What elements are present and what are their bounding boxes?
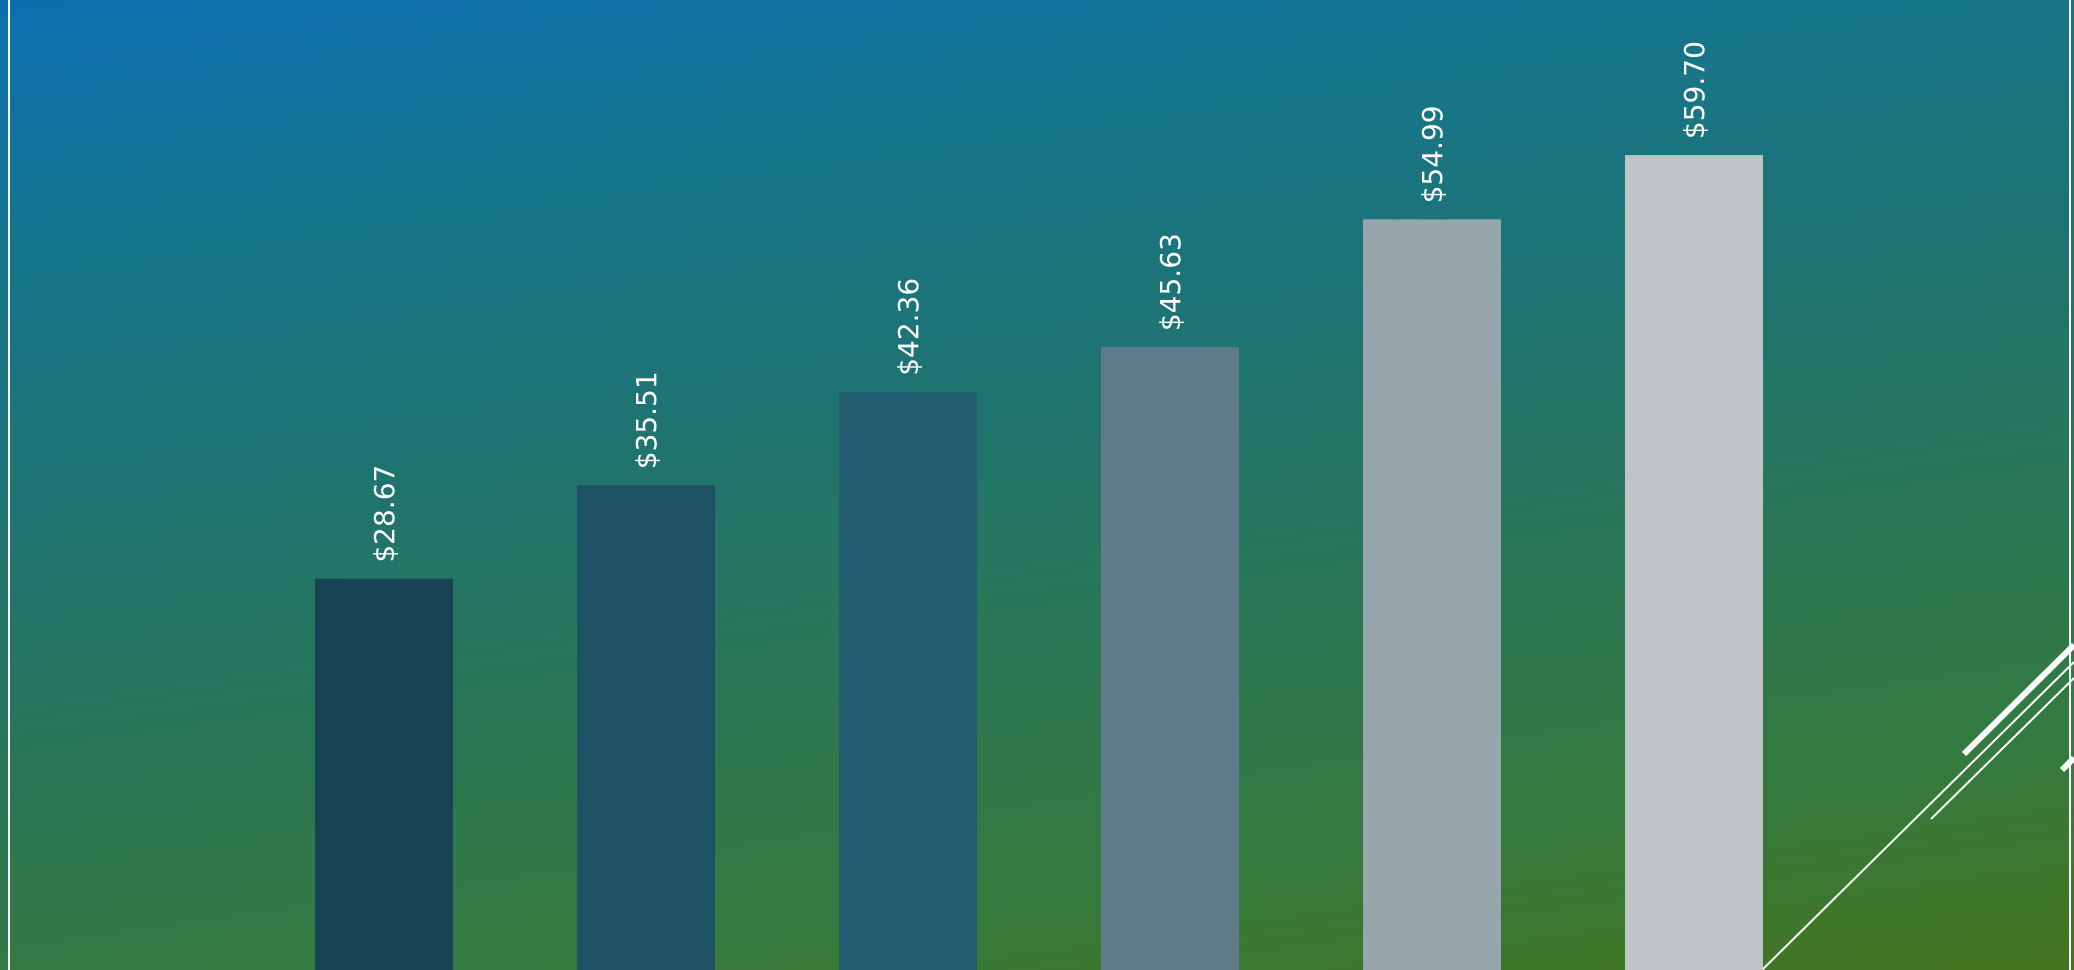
value-labels-group: $28.67 $35.51 $42.36 $45.63 $54.99 $59.70 <box>368 41 1711 563</box>
decorative-diagonal-line-short <box>2059 755 2074 773</box>
bar-2 <box>577 485 715 970</box>
bar-value-label-6: $59.70 <box>1678 41 1711 139</box>
bar-value-label-4: $45.63 <box>1154 233 1187 331</box>
bar-3 <box>839 391 977 970</box>
bars-group <box>315 155 1763 970</box>
bar-4 <box>1101 347 1239 970</box>
decorative-diagonal-line-thick <box>1961 642 2074 757</box>
bar-5 <box>1363 219 1501 970</box>
bar-1 <box>315 578 453 970</box>
bar-value-label-5: $54.99 <box>1416 105 1449 203</box>
bar-value-label-2: $35.51 <box>630 371 663 469</box>
bar-6 <box>1625 155 1763 970</box>
decorative-diagonal-line-thin-2 <box>1930 677 2074 820</box>
bar-value-label-3: $42.36 <box>892 278 925 376</box>
bar-value-label-1: $28.67 <box>368 465 401 563</box>
decorative-diagonal-line-thin <box>1761 661 2074 970</box>
